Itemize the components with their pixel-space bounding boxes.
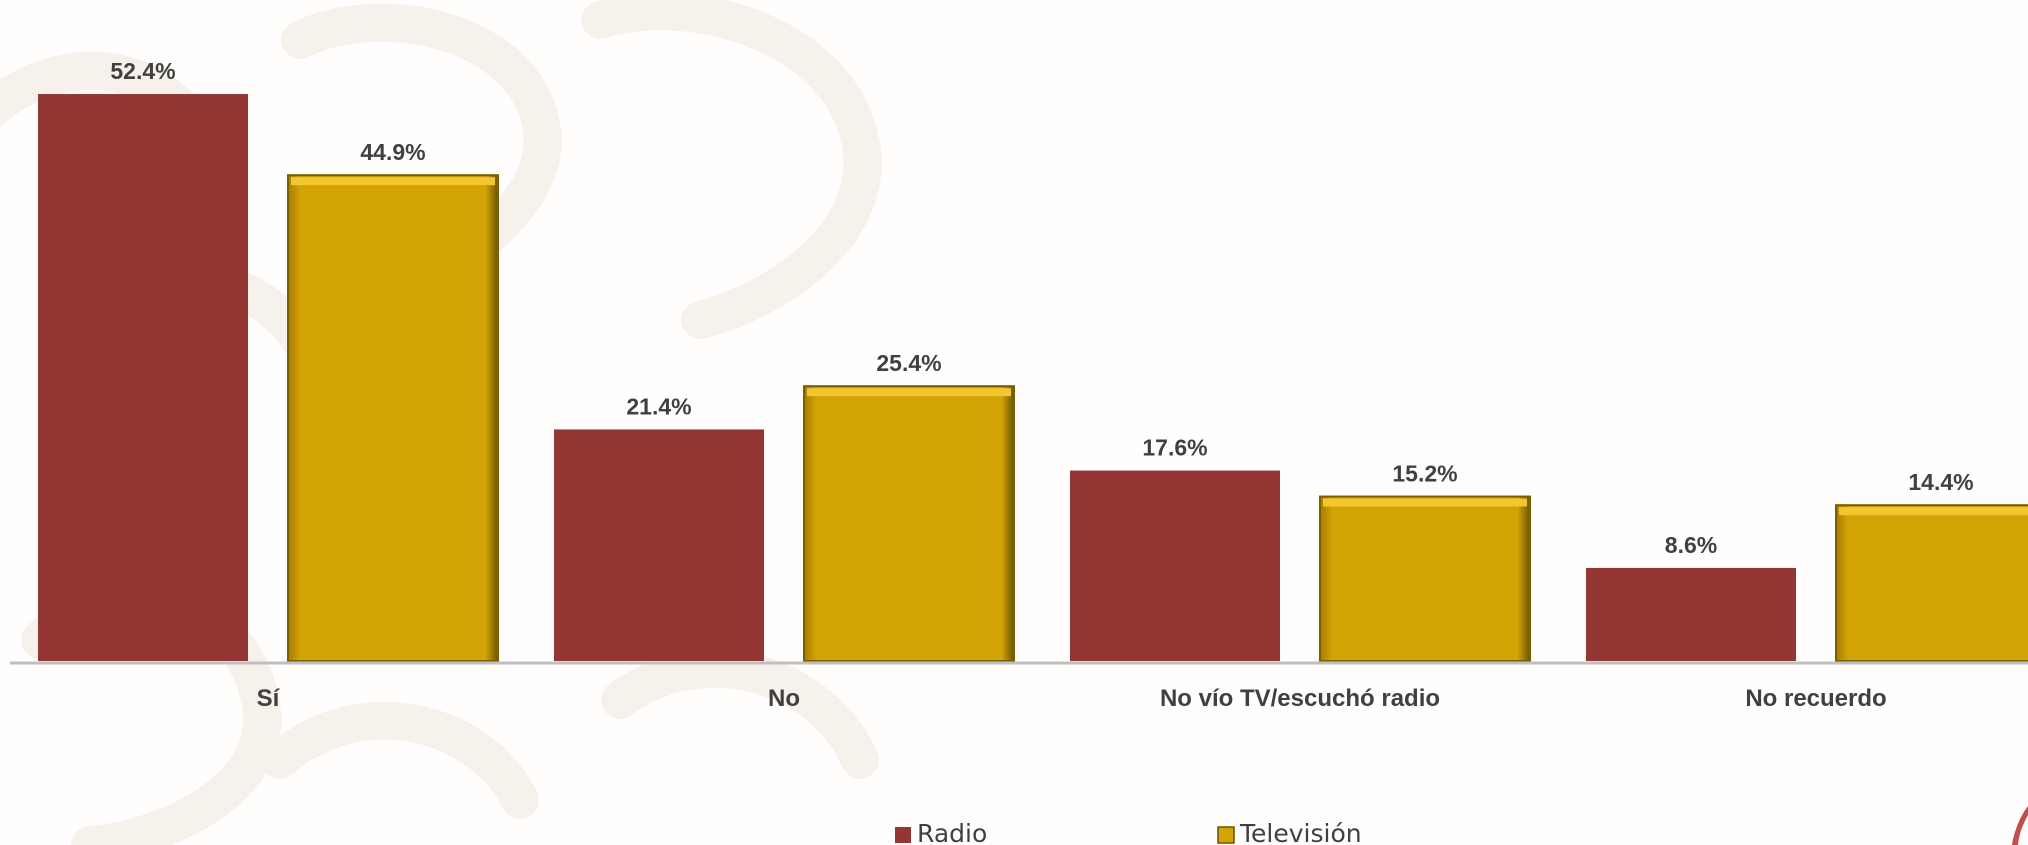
data-label-radio-no-vio-tv-escucho-radio: 17.6%	[1142, 435, 1207, 461]
legend-swatch-radio	[895, 827, 911, 843]
legend-label-television: Televisión	[1239, 819, 1362, 845]
legend: Radio Televisión	[895, 819, 1362, 845]
bar-radio-no-recuerdo	[1586, 567, 1796, 661]
bar-bevel-no-recuerdo	[1839, 507, 2028, 516]
legend-swatch-television	[1217, 826, 1235, 844]
data-label-television-si: 44.9%	[360, 139, 425, 165]
bar-bevel-si	[291, 177, 495, 186]
value-labels-group: 52.4% 44.9% 21.4% 25.4% 17.6% 15.2% 8.6% 14.4%	[110, 58, 1973, 558]
data-label-television-no-recuerdo: 14.4%	[1908, 469, 1973, 495]
bar-bevel-no	[807, 388, 1011, 397]
category-label-no-recuerdo: No recuerdo	[1745, 685, 1886, 712]
data-label-radio-si: 52.4%	[110, 58, 175, 84]
bar-television-no-vio-tv-escucho-radio	[1319, 495, 1531, 663]
bar-radio-no	[554, 429, 764, 661]
bar-television-no	[803, 385, 1015, 662]
data-label-radio-no-recuerdo: 8.6%	[1665, 532, 1717, 558]
corner-decoration	[2012, 806, 2028, 845]
bar-bevel-no-vio-tv-escucho-radio	[1323, 498, 1527, 507]
data-label-television-no: 25.4%	[876, 350, 941, 376]
bar-television-no-recuerdo	[1835, 504, 2028, 662]
legend-label-radio: Radio	[917, 819, 987, 845]
category-label-no-vio-tv-escucho-radio: No vío TV/escuchó radio	[1160, 685, 1440, 712]
bar-radio-si	[38, 94, 248, 662]
bar-television-si	[287, 174, 499, 662]
data-label-radio-no: 21.4%	[626, 393, 691, 419]
bars-group	[38, 94, 2028, 663]
category-label-si: Sí	[257, 685, 281, 712]
bar-radio-no-vio-tv-escucho-radio	[1070, 470, 1280, 661]
data-label-television-no-vio-tv-escucho-radio: 15.2%	[1392, 461, 1457, 487]
category-label-no: No	[768, 685, 800, 712]
category-labels-group: Sí No No vío TV/escuchó radio No recuerdo	[257, 685, 1887, 712]
